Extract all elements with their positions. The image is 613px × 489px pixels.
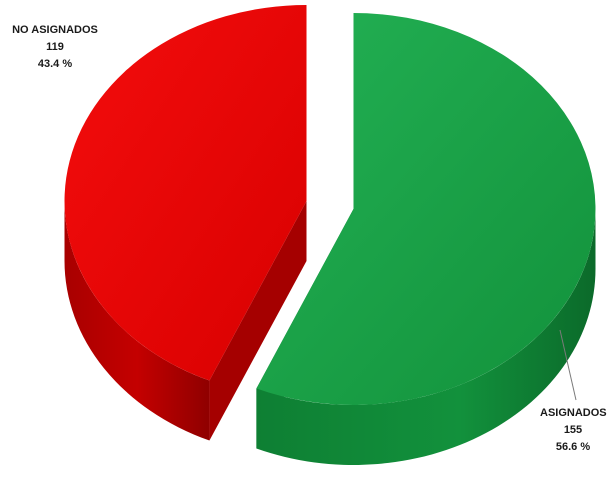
slice-label-name: ASIGNADOS: [540, 407, 607, 419]
slice-no-asignados-top: [64, 5, 307, 381]
slice-label-percent: 43.4 %: [37, 58, 73, 70]
slice-no-asignados-rim: [64, 201, 210, 441]
slice-label-name: NO ASIGNADOS: [12, 24, 98, 36]
slice-label-asignados: ASIGNADOS 155 56.6 %: [540, 405, 607, 456]
slice-asignados: [256, 12, 596, 465]
slice-asignados-rim: [256, 208, 596, 465]
slice-no-asignados: [64, 5, 307, 441]
slice-label-percent: 56.6 %: [555, 441, 591, 453]
slice-label-value: 119: [46, 41, 64, 53]
slice-no-asignados-cut-face: [209, 201, 307, 441]
leader-line: [559, 329, 577, 401]
slice-label-no-asignados: NO ASIGNADOS 119 43.4 %: [10, 22, 100, 73]
slice-asignados-top: [256, 12, 596, 405]
slice-label-value: 155: [563, 424, 583, 436]
